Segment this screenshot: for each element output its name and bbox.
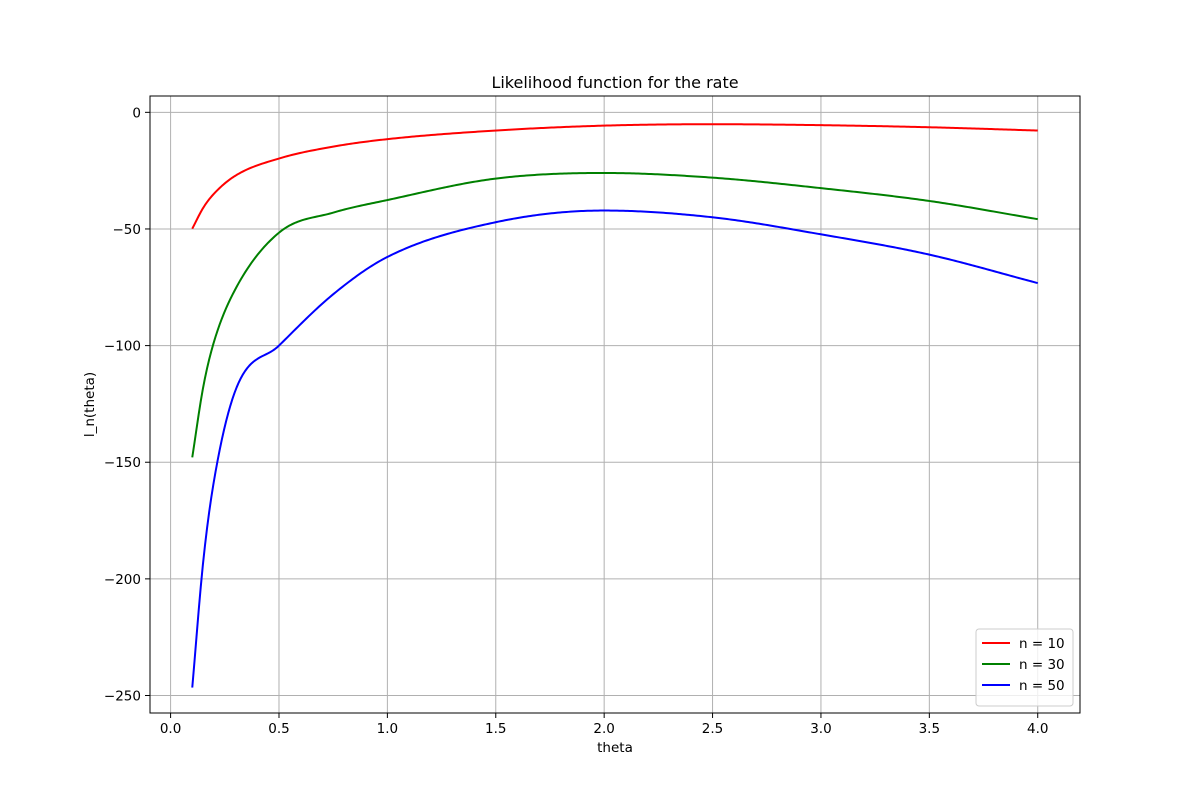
y-tick-label: −100 — [104, 339, 141, 355]
series-line-2 — [191, 171, 1038, 458]
series-line-1 — [191, 123, 1038, 230]
grid-lines — [150, 96, 1080, 713]
x-axis-ticks: 0.0 0.5 1.0 1.5 2.0 2.5 3.0 3.5 4.0 — [160, 713, 1048, 737]
legend-label-3: n = 50 — [1019, 678, 1065, 694]
x-axis-label: theta — [597, 740, 633, 756]
chart-title: Likelihood function for the rate — [491, 73, 738, 92]
series-line-3 — [191, 209, 1038, 688]
series-lines — [191, 123, 1038, 688]
legend: n = 10 n = 30 n = 50 — [975, 628, 1074, 707]
legend-label-2: n = 30 — [1019, 657, 1065, 673]
x-tick-label: 1.0 — [377, 721, 398, 737]
x-tick-label: 3.5 — [919, 721, 940, 737]
y-axis-ticks: 0 −50 −100 −150 −200 −250 — [104, 105, 150, 705]
y-tick-label: −200 — [104, 572, 141, 588]
x-tick-label: 4.0 — [1027, 721, 1048, 737]
y-axis-label: l_n(theta) — [82, 372, 98, 437]
plot-frame — [149, 95, 1081, 714]
y-tick-label: −50 — [113, 222, 142, 238]
y-tick-label: −250 — [104, 689, 141, 705]
x-tick-label: 3.0 — [810, 721, 831, 737]
x-tick-label: 2.5 — [702, 721, 723, 737]
y-tick-label: −150 — [104, 455, 141, 471]
x-tick-label: 1.5 — [485, 721, 506, 737]
x-tick-label: 0.0 — [160, 721, 181, 737]
legend-label-1: n = 10 — [1019, 636, 1065, 652]
x-tick-label: 0.5 — [268, 721, 289, 737]
x-tick-label: 2.0 — [593, 721, 614, 737]
legend-box — [975, 628, 1074, 707]
y-tick-label: 0 — [132, 105, 141, 121]
